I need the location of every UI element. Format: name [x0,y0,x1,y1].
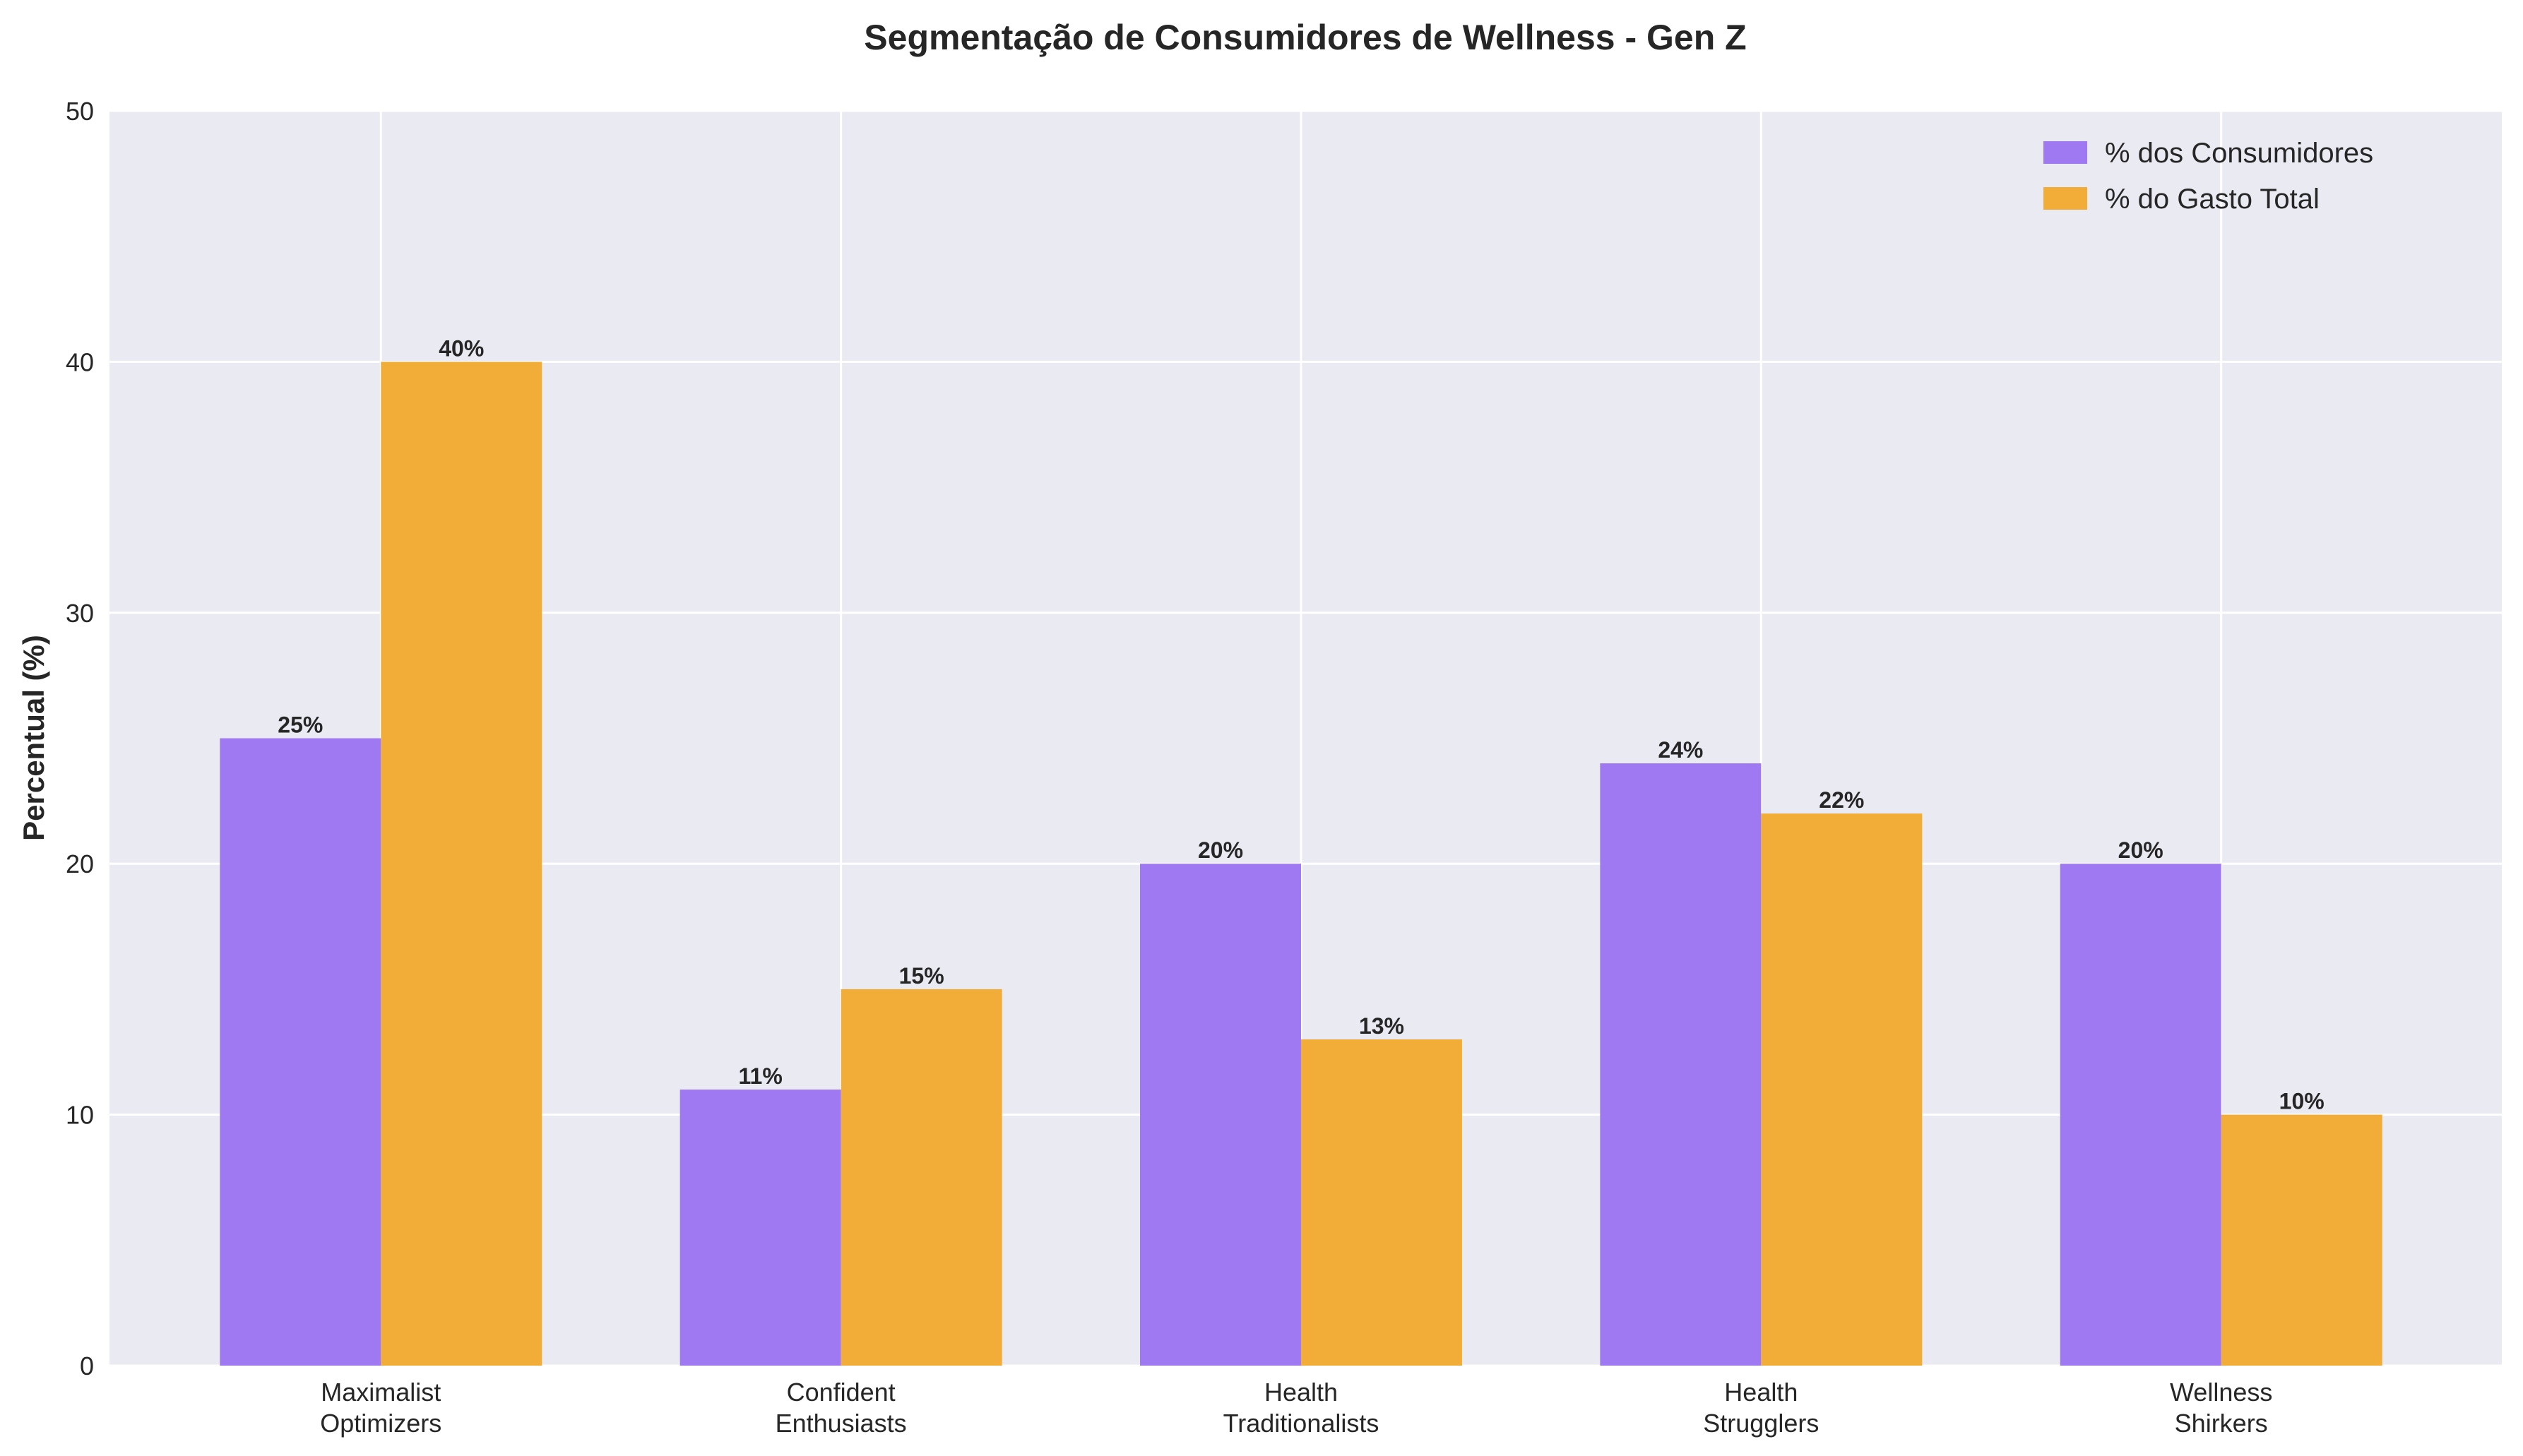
bar-consumers [2060,864,2221,1366]
data-label: 13% [1359,1013,1404,1039]
y-tick-label: 0 [80,1351,94,1380]
bar-spend [381,362,542,1366]
bar-spend [1300,1039,1462,1366]
x-tick-label: Wellness [2170,1378,2272,1407]
y-tick-label: 20 [66,849,94,878]
legend: % dos Consumidores % do Gasto Total [2043,138,2373,215]
data-label: 40% [439,335,484,361]
data-label: 10% [2279,1089,2325,1114]
data-labels: 25% 11% 20% 24% 20% 40% 15% 13% 22% 10% [278,335,2324,1114]
data-label: 20% [2118,837,2163,863]
data-label: 24% [1658,737,1703,763]
bar-spend [841,989,1002,1366]
x-tick-label: Strugglers [1703,1409,1819,1438]
x-tick-label: Health [1724,1378,1798,1407]
bar-consumers [1140,864,1301,1366]
bar-consumers [220,738,381,1366]
x-tick-label: Maximalist [321,1378,441,1407]
data-label: 25% [278,712,323,738]
data-label: 15% [899,963,944,989]
legend-label: % dos Consumidores [2105,138,2373,169]
legend-label: % do Gasto Total [2105,184,2320,215]
y-tick-label: 30 [66,599,94,628]
data-label: 22% [1819,787,1864,813]
bar-spend [1761,813,1923,1366]
x-tick-label: Health [1264,1378,1338,1407]
bar-consumers [1600,763,1762,1366]
chart-title: Segmentação de Consumidores de Wellness … [864,18,1746,57]
y-axis-label: Percentual (%) [17,635,50,841]
y-tick-label: 40 [66,347,94,376]
bar-spend [2221,1114,2382,1366]
x-tick-label: Shirkers [2175,1409,2268,1438]
bar-consumers [679,1090,841,1366]
y-tick-label: 10 [66,1101,94,1130]
y-axis-ticks: 0 10 20 30 40 50 [66,97,94,1380]
x-tick-label: Confident [787,1378,896,1407]
legend-swatch [2043,187,2087,210]
data-label: 20% [1198,837,1243,863]
x-tick-label: Optimizers [320,1409,441,1438]
bars [220,362,2382,1366]
legend-swatch [2043,141,2087,164]
data-label: 11% [739,1063,783,1089]
x-tick-label: Enthusiasts [776,1409,907,1438]
x-tick-label: Traditionalists [1223,1409,1379,1438]
y-tick-label: 50 [66,97,94,126]
